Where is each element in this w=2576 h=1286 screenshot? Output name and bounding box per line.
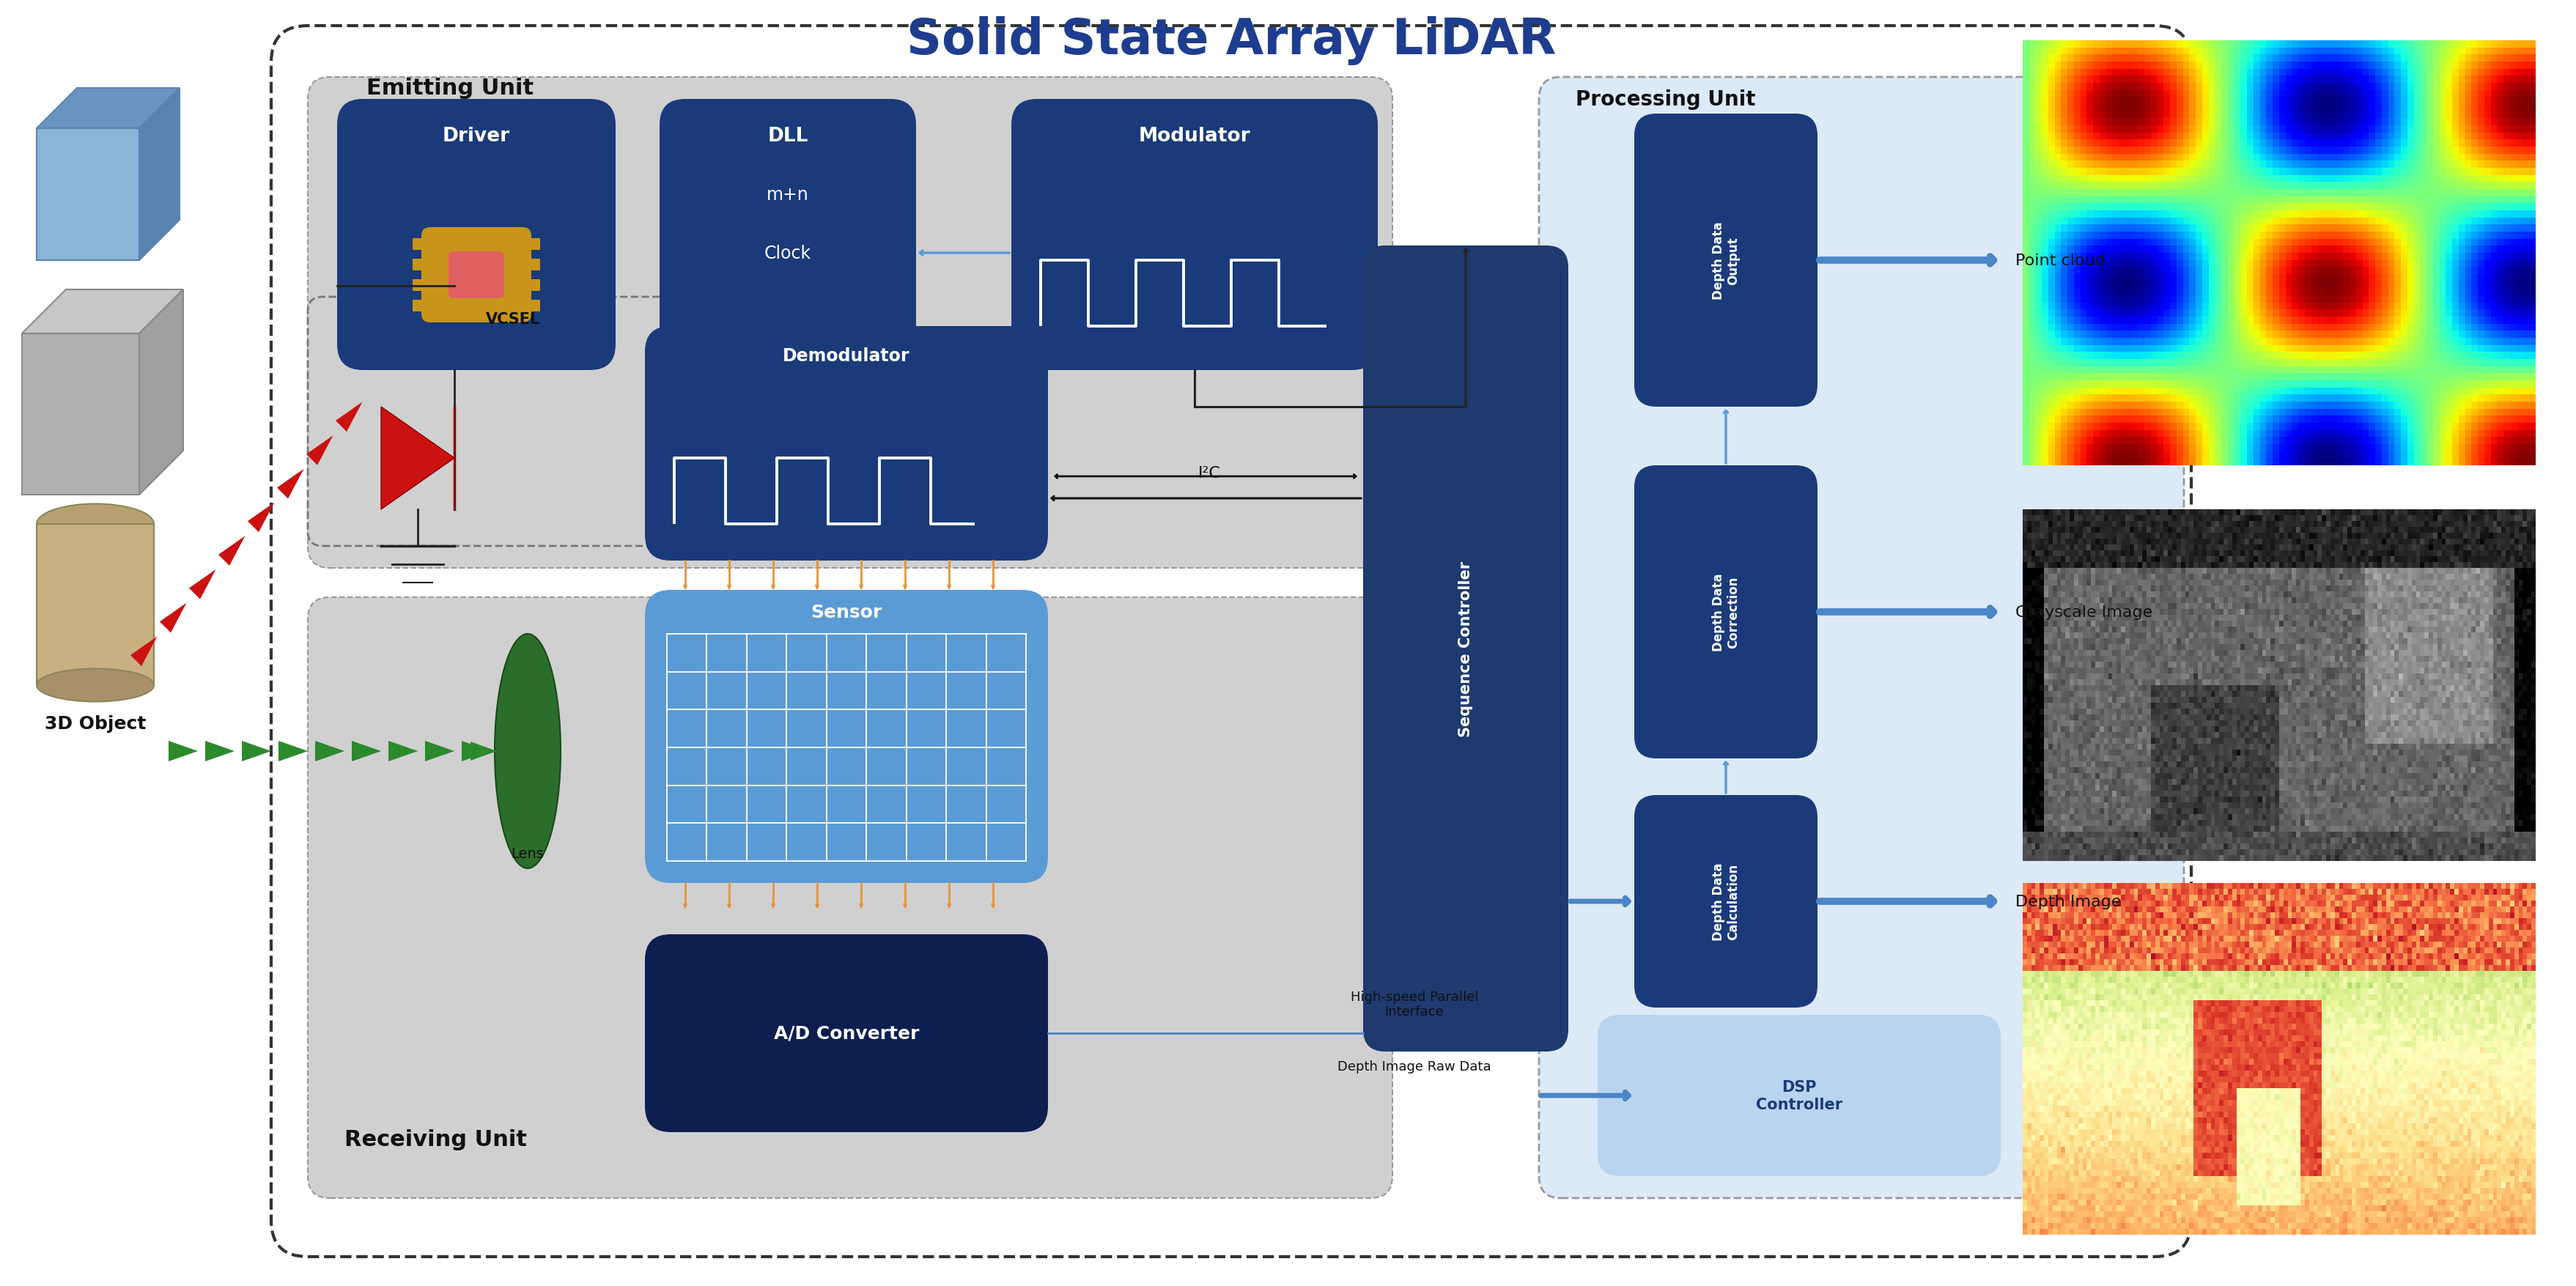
Polygon shape (461, 741, 492, 761)
FancyBboxPatch shape (1633, 114, 1819, 408)
Polygon shape (139, 89, 180, 261)
Text: Driver: Driver (443, 127, 510, 145)
Polygon shape (389, 742, 417, 761)
Bar (531, 280, 541, 292)
Text: Emitting Unit: Emitting Unit (366, 78, 533, 99)
Polygon shape (353, 741, 381, 761)
Text: Processing Unit: Processing Unit (1577, 89, 1757, 109)
Polygon shape (425, 741, 453, 761)
Text: High-speed Parallel
Interface: High-speed Parallel Interface (1350, 990, 1479, 1019)
Text: Modulator: Modulator (1139, 127, 1249, 145)
FancyBboxPatch shape (307, 77, 1394, 568)
FancyBboxPatch shape (270, 27, 2192, 1256)
Ellipse shape (495, 634, 562, 868)
Polygon shape (131, 637, 157, 666)
Text: Demodulator: Demodulator (783, 347, 909, 365)
Text: Sensor: Sensor (811, 603, 881, 621)
Polygon shape (242, 741, 270, 761)
Text: Depth Data
Correction: Depth Data Correction (1710, 574, 1741, 651)
FancyBboxPatch shape (1597, 1015, 2002, 1177)
Bar (531, 300, 541, 312)
Bar (36, 525, 155, 685)
FancyBboxPatch shape (659, 99, 917, 370)
Polygon shape (36, 129, 139, 261)
Polygon shape (206, 741, 234, 761)
Text: Depth Image Raw Data: Depth Image Raw Data (1337, 1060, 1492, 1073)
Text: Clock: Clock (765, 244, 811, 262)
Bar (412, 239, 422, 251)
Polygon shape (428, 742, 453, 761)
Text: Depth Data
Calculation: Depth Data Calculation (1710, 863, 1741, 940)
FancyBboxPatch shape (307, 598, 1394, 1199)
Text: VCSEL: VCSEL (487, 312, 541, 327)
Bar (412, 280, 422, 292)
Polygon shape (389, 741, 417, 761)
Text: Point cloud: Point cloud (2014, 253, 2105, 267)
Polygon shape (471, 742, 497, 761)
Text: Depth Data
Output: Depth Data Output (1710, 221, 1741, 300)
FancyBboxPatch shape (1633, 466, 1819, 759)
Bar (412, 300, 422, 312)
FancyBboxPatch shape (337, 99, 616, 370)
Ellipse shape (36, 504, 155, 544)
FancyBboxPatch shape (422, 228, 531, 323)
Text: Lens: Lens (510, 847, 544, 860)
Polygon shape (381, 408, 453, 509)
Text: A/D Converter: A/D Converter (773, 1025, 920, 1042)
Polygon shape (23, 291, 183, 334)
Polygon shape (242, 742, 270, 761)
FancyBboxPatch shape (644, 590, 1048, 883)
Bar (412, 260, 422, 271)
Text: Depth Image: Depth Image (2014, 894, 2120, 909)
FancyBboxPatch shape (644, 935, 1048, 1132)
Polygon shape (188, 570, 216, 599)
Polygon shape (353, 742, 379, 761)
Text: DSP
Controller: DSP Controller (1757, 1080, 1842, 1111)
Text: Solid State Array LiDAR: Solid State Array LiDAR (907, 17, 1556, 66)
Ellipse shape (36, 669, 155, 702)
Bar (531, 239, 541, 251)
Text: 3D Object: 3D Object (44, 715, 147, 732)
Text: DLL: DLL (768, 127, 809, 145)
Polygon shape (219, 536, 245, 566)
FancyBboxPatch shape (307, 297, 675, 547)
Polygon shape (139, 291, 183, 495)
Polygon shape (247, 503, 276, 532)
FancyBboxPatch shape (644, 327, 1048, 561)
Text: Sequence Controller: Sequence Controller (1458, 561, 1473, 737)
Polygon shape (314, 741, 345, 761)
FancyBboxPatch shape (1633, 795, 1819, 1008)
Text: Grayscale Image: Grayscale Image (2014, 604, 2154, 620)
FancyBboxPatch shape (1363, 246, 1569, 1052)
Text: I²C: I²C (1198, 466, 1221, 481)
Text: m+n: m+n (768, 186, 809, 203)
Polygon shape (281, 742, 307, 761)
Polygon shape (36, 89, 180, 129)
Polygon shape (23, 334, 139, 495)
Polygon shape (167, 741, 198, 761)
Polygon shape (160, 603, 185, 633)
Polygon shape (317, 742, 343, 761)
Polygon shape (335, 403, 363, 432)
Polygon shape (307, 436, 332, 466)
FancyBboxPatch shape (448, 252, 505, 298)
Polygon shape (206, 742, 232, 761)
FancyBboxPatch shape (1012, 99, 1378, 370)
FancyBboxPatch shape (1538, 77, 2184, 1199)
Polygon shape (278, 469, 304, 499)
Bar (531, 260, 541, 271)
Polygon shape (278, 741, 307, 761)
Text: Receiving Unit: Receiving Unit (345, 1129, 528, 1150)
